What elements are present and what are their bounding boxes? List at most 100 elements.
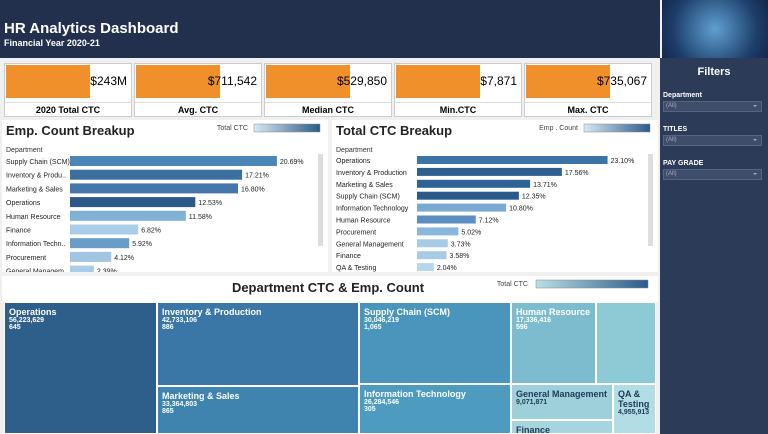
value-label: 12.35% <box>522 194 546 201</box>
value-label: 12.53% <box>198 200 222 207</box>
category-label: Procurement <box>336 229 376 236</box>
value-label: 5.02% <box>461 229 481 236</box>
ctc-chart: Total CTC Breakup Emp . Count Department Op… <box>332 120 658 272</box>
bar <box>417 191 519 200</box>
category-label: Finance <box>336 253 361 260</box>
header: HR Analytics Dashboard Financial Year 20… <box>0 0 660 58</box>
tile: Marketing & Sales 33,364,803 865 <box>157 386 359 434</box>
tile: Human Resource 17,336,416 596 <box>511 302 596 384</box>
bar <box>417 239 448 248</box>
category-label: Information Technology <box>336 206 409 213</box>
bar <box>70 169 243 180</box>
tile-count: 1,065 <box>364 324 382 331</box>
scrollbar <box>648 154 653 246</box>
kpi-bar <box>266 65 350 98</box>
kpi-value: $7,871 <box>480 74 517 88</box>
filter-dropdown[interactable]: (All) <box>663 169 762 180</box>
tile-count: 865 <box>162 408 174 415</box>
value-label: 2.04% <box>437 265 457 272</box>
header-image <box>662 0 768 58</box>
category-label: Information Techn.. <box>6 241 65 248</box>
chart-title: Total CTC Breakup <box>336 123 452 138</box>
category-label: Supply Chain (SCM) <box>336 194 400 201</box>
category-label: Finance <box>6 228 31 235</box>
tile-ctc: 30,046,219 <box>364 317 400 324</box>
tile-name: QA & Testing <box>618 389 650 409</box>
column-header: Department <box>336 147 373 154</box>
kpi-card: $711,542 Avg. CTC <box>134 63 262 117</box>
filter-label: TITLES <box>663 126 688 133</box>
legend-gradient <box>535 279 649 289</box>
treemap: Operations 56,223,629 645 Inventory & Produ… <box>4 302 656 434</box>
legend-gradient <box>253 123 321 133</box>
category-label: Operations <box>6 200 41 207</box>
tile: Inventory & Production 42,733,106 886 <box>157 302 359 386</box>
kpi-bar <box>136 65 220 98</box>
value-label: 20.69% <box>280 159 304 166</box>
tile-count: 305 <box>364 406 376 413</box>
value-label: 17.56% <box>565 170 589 177</box>
filter-label: PAY GRADE <box>663 160 704 167</box>
category-label: QA & Testing <box>336 265 376 272</box>
value-label: 4.12% <box>114 255 134 262</box>
kpi-value: $711,542 <box>207 74 257 88</box>
filter-label: Department <box>663 92 702 99</box>
tile: General Management 9,071,871 <box>511 384 613 420</box>
category-label: Marketing & Sales <box>336 182 393 189</box>
scrollbar <box>318 154 323 246</box>
tile-name: Supply Chain (SCM) <box>364 307 450 317</box>
kpi-label: 2020 Total CTC <box>5 102 131 115</box>
bar <box>417 227 459 236</box>
tile: Operations 56,223,629 645 <box>4 302 157 434</box>
bar <box>417 167 562 176</box>
kpi-bar <box>396 65 480 98</box>
tile-ctc: 26,284,546 <box>364 399 400 406</box>
tile-ctc: 42,733,106 <box>162 317 198 324</box>
tile-count: 886 <box>162 324 174 331</box>
bar <box>417 156 608 164</box>
treemap-header: Department CTC & Emp. Count Total CTC <box>2 276 658 302</box>
tile-name: Information Technology <box>364 389 466 399</box>
category-label: Inventory & Production <box>336 170 407 177</box>
kpi-bar <box>526 65 610 98</box>
bar <box>70 210 186 221</box>
bar <box>70 224 139 235</box>
tile-name: Marketing & Sales <box>162 391 240 401</box>
bar <box>70 197 196 208</box>
tile-name: Inventory & Production <box>162 307 262 317</box>
kpi-label: Avg. CTC <box>135 102 261 115</box>
kpi-value: $529,850 <box>336 74 387 88</box>
bar <box>70 156 277 166</box>
kpi-card: $7,871 Min.CTC <box>394 63 522 117</box>
tile-ctc: 9,071,871 <box>516 399 548 406</box>
bar <box>417 263 434 272</box>
category-label: Operations <box>336 158 371 165</box>
tile-name: General Management <box>516 389 608 399</box>
tile-ctc: 56,223,629 <box>9 317 45 324</box>
kpi-value: $243M <box>90 74 127 88</box>
kpi-value: $735,067 <box>596 74 647 88</box>
bar <box>70 251 112 262</box>
value-label: 23.10% <box>611 158 635 165</box>
kpi-label: Min.CTC <box>395 102 521 115</box>
bar <box>417 251 447 260</box>
bar <box>70 183 238 194</box>
legend-label: Total CTC <box>497 281 528 288</box>
category-label: Human Resource <box>336 218 391 225</box>
legend-gradient <box>583 123 651 133</box>
chart-title: Emp. Count Breakup <box>6 123 135 138</box>
value-label: 2.39% <box>97 269 117 272</box>
tile: Supply Chain (SCM) 30,046,219 1,065 <box>359 302 511 384</box>
category-label: General Management <box>336 241 404 248</box>
kpi-label: Max. CTC <box>525 102 651 115</box>
subtitle: Financial Year 2020-21 <box>4 38 100 48</box>
tile-name: Operations <box>9 307 57 317</box>
filter-dropdown[interactable]: (All) <box>663 135 762 146</box>
filters-title: Filters <box>697 66 731 78</box>
legend-label: Emp . Count <box>539 125 578 132</box>
filter-dropdown[interactable]: (All) <box>663 101 762 112</box>
value-label: 5.92% <box>132 241 152 248</box>
kpi-card: $243M 2020 Total CTC <box>4 63 132 117</box>
tile: QA & Testing 4,955,913 <box>613 384 656 434</box>
tile: Information Technology 26,284,546 305 <box>359 384 511 434</box>
